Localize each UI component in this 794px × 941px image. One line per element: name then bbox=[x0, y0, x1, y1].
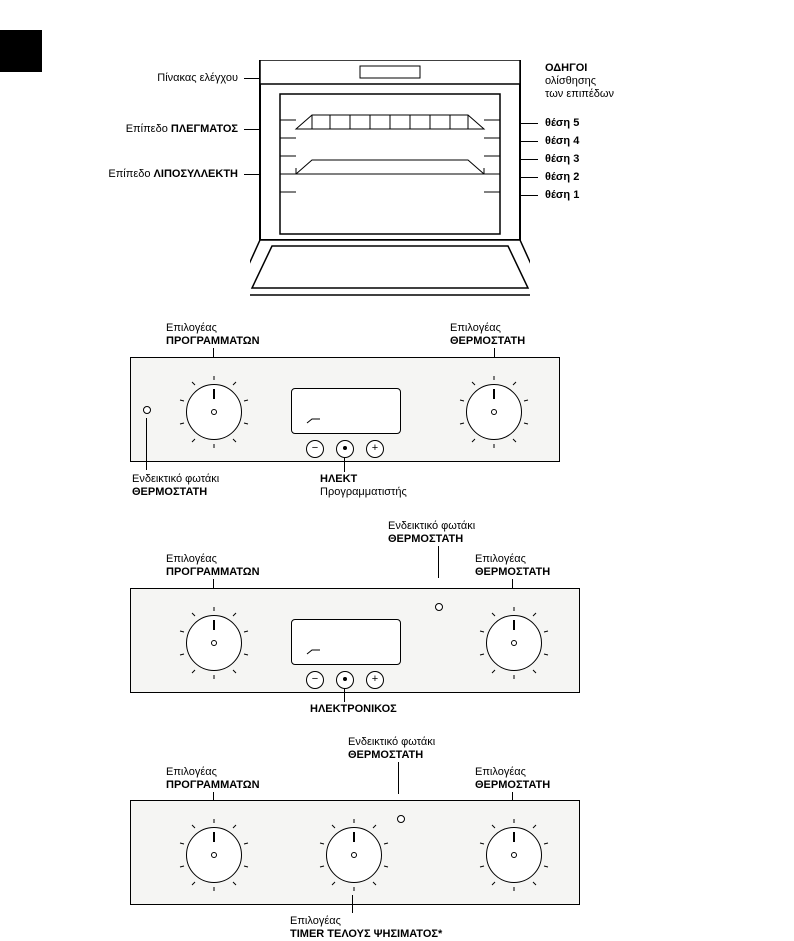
leader bbox=[344, 688, 345, 702]
prog-ticks bbox=[178, 607, 250, 679]
label-control-panel: Πίνακας ελέγχου bbox=[128, 72, 238, 85]
prog-ticks bbox=[178, 376, 250, 448]
page-tab bbox=[0, 30, 42, 72]
thermostat-indicator-icon bbox=[143, 406, 151, 414]
p3-therm-label: ΕπιλογέαςΘΕΡΜΟΣΤΑΤΗ bbox=[475, 766, 550, 792]
p3-indicator-label: Ενδεικτικό φωτάκιΘΕΡΜΟΣΤΑΤΗ bbox=[348, 736, 435, 762]
leader bbox=[146, 418, 147, 470]
plus-button[interactable]: + bbox=[366, 671, 384, 689]
leader bbox=[344, 458, 345, 472]
therm-ticks bbox=[478, 819, 550, 891]
leader bbox=[398, 762, 399, 794]
p2-indicator-label: Ενδεικτικό φωτάκιΘΕΡΜΟΣΤΑΤΗ bbox=[388, 520, 475, 546]
p1-indicator-label: Ενδεικτικό φωτάκιΘΕΡΜΟΣΤΑΤΗ bbox=[132, 473, 219, 499]
p2-therm-label: ΕπιλογέαςΘΕΡΜΟΣΤΑΤΗ bbox=[475, 553, 550, 579]
label-guides: ΟΔΗΓΟΙ ολίσθησης των επιπέδων bbox=[545, 62, 614, 102]
label-pos3: θέση 3 bbox=[545, 153, 579, 166]
display-screen bbox=[291, 619, 401, 665]
p1-prog-label: ΕπιλογέαςΠΡΟΓΡΑΜΜΑΤΩΝ bbox=[166, 322, 260, 348]
display-screen bbox=[291, 388, 401, 434]
center-button[interactable] bbox=[336, 671, 354, 689]
minus-button[interactable]: − bbox=[306, 440, 324, 458]
plus-button[interactable]: + bbox=[366, 440, 384, 458]
thermostat-indicator-icon bbox=[435, 603, 443, 611]
label-pos4: θέση 4 bbox=[545, 135, 579, 148]
panel-3 bbox=[130, 800, 580, 905]
therm-ticks bbox=[478, 607, 550, 679]
label-pos5: θέση 5 bbox=[545, 117, 579, 130]
minus-button[interactable]: − bbox=[306, 671, 324, 689]
p1-elec-label: ΗΛΕΚΤΠρογραμματιστής bbox=[320, 473, 407, 499]
center-button[interactable] bbox=[336, 440, 354, 458]
prog-ticks bbox=[178, 819, 250, 891]
leader bbox=[438, 546, 439, 578]
leader bbox=[352, 895, 353, 913]
oven-diagram bbox=[250, 60, 530, 310]
thermostat-indicator-icon bbox=[397, 815, 405, 823]
label-tray-level: Επίπεδο ΛΙΠΟΣΥΛΛΕΚΤΗ bbox=[85, 168, 238, 181]
label-pos2: θέση 2 bbox=[545, 171, 579, 184]
panel-1: − + bbox=[130, 357, 560, 462]
p2-prog-label: ΕπιλογέαςΠΡΟΓΡΑΜΜΑΤΩΝ bbox=[166, 553, 260, 579]
timer-ticks bbox=[318, 819, 390, 891]
label-grid-level: Επίπεδο ΠΛΕΓΜΑΤΟΣ bbox=[100, 123, 238, 136]
p3-timer-label: ΕπιλογέαςTIMER ΤΕΛΟΥΣ ΨΗΣΙΜΑΤΟΣ* bbox=[290, 915, 442, 941]
p3-prog-label: ΕπιλογέαςΠΡΟΓΡΑΜΜΑΤΩΝ bbox=[166, 766, 260, 792]
p2-elec-label: ΗΛΕΚΤΡΟΝΙΚΟΣ bbox=[310, 703, 397, 716]
p1-therm-label: ΕπιλογέαςΘΕΡΜΟΣΤΑΤΗ bbox=[450, 322, 525, 348]
panel-2: − + bbox=[130, 588, 580, 693]
therm-ticks bbox=[458, 376, 530, 448]
label-pos1: θέση 1 bbox=[545, 189, 579, 202]
